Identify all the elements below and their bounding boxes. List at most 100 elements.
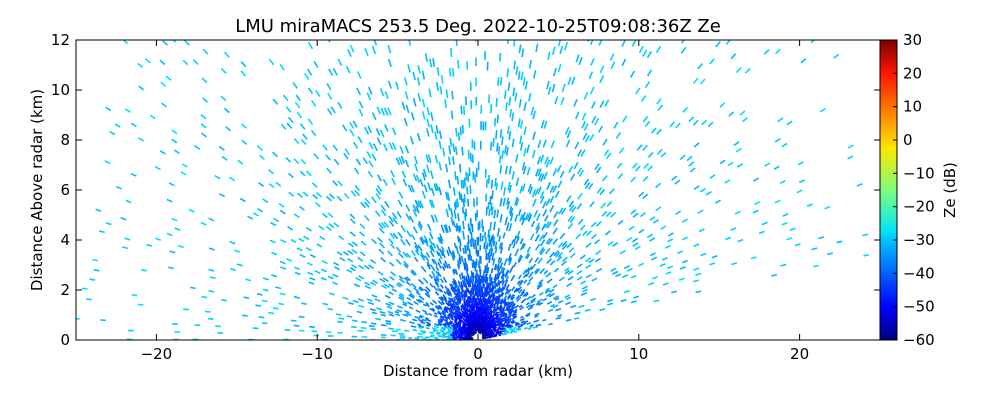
reflectivity-gate: [651, 276, 658, 280]
reflectivity-gate: [525, 301, 530, 306]
reflectivity-gate: [638, 228, 645, 234]
reflectivity-gate: [383, 107, 389, 116]
reflectivity-gate: [261, 299, 268, 303]
reflectivity-gate: [440, 295, 445, 300]
reflectivity-gate: [285, 106, 292, 113]
reflectivity-gate: [485, 244, 488, 253]
reflectivity-gate: [493, 209, 497, 219]
reflectivity-gate: [458, 273, 462, 280]
reflectivity-gate: [455, 40, 458, 46]
reflectivity-gate: [632, 242, 639, 247]
reflectivity-gate: [516, 286, 522, 292]
reflectivity-gate: [278, 302, 285, 306]
reflectivity-gate: [444, 322, 450, 327]
reflectivity-gate: [409, 292, 415, 298]
reflectivity-gate: [496, 279, 500, 288]
reflectivity-gate: [411, 234, 416, 241]
reflectivity-gate: [389, 232, 396, 239]
reflectivity-gate: [375, 317, 381, 321]
reflectivity-gate: [327, 212, 334, 218]
reflectivity-gate: [437, 318, 443, 323]
reflectivity-gate: [580, 280, 587, 285]
reflectivity-gate: [418, 287, 423, 292]
reflectivity-gate: [104, 160, 111, 165]
reflectivity-gate: [508, 317, 513, 321]
reflectivity-gate: [192, 59, 199, 65]
reflectivity-gate: [159, 59, 166, 66]
reflectivity-gate: [371, 311, 378, 315]
reflectivity-gate: [498, 242, 502, 249]
reflectivity-gate: [495, 98, 498, 107]
reflectivity-gate: [435, 250, 440, 257]
reflectivity-gate: [688, 116, 695, 123]
reflectivity-gate: [469, 217, 472, 227]
reflectivity-gate: [540, 173, 545, 182]
reflectivity-gate: [447, 156, 451, 166]
reflectivity-gate: [549, 185, 555, 194]
reflectivity-gate: [396, 309, 403, 313]
colorbar: [879, 39, 898, 341]
reflectivity-gate: [510, 303, 516, 309]
reflectivity-gate: [774, 199, 781, 204]
reflectivity-gate: [426, 263, 432, 270]
reflectivity-gate: [169, 250, 176, 254]
reflectivity-gate: [599, 65, 605, 74]
reflectivity-gate: [655, 45, 662, 54]
reflectivity-gate: [656, 98, 662, 105]
reflectivity-gate: [403, 117, 408, 127]
reflectivity-gate: [492, 137, 495, 147]
reflectivity-gate: [573, 317, 580, 320]
reflectivity-gate: [355, 158, 362, 166]
reflectivity-gate: [349, 213, 356, 220]
reflectivity-gate: [351, 248, 358, 254]
reflectivity-gate: [459, 126, 462, 136]
reflectivity-gate: [467, 241, 470, 250]
reflectivity-gate: [512, 315, 517, 319]
reflectivity-gate: [413, 301, 419, 306]
reflectivity-gate: [423, 239, 429, 247]
reflectivity-gate: [565, 282, 573, 288]
reflectivity-gate: [511, 302, 516, 307]
reflectivity-gate: [417, 65, 421, 74]
reflectivity-gate: [518, 98, 522, 108]
reflectivity-gate: [384, 90, 389, 100]
reflectivity-gate: [508, 165, 512, 175]
reflectivity-gate: [430, 187, 435, 197]
reflectivity-gate: [678, 277, 685, 281]
reflectivity-gate: [531, 189, 537, 198]
reflectivity-gate: [495, 330, 500, 334]
reflectivity-gate: [433, 325, 440, 329]
reflectivity-gate: [575, 54, 580, 63]
reflectivity-gate: [545, 198, 551, 206]
reflectivity-gate: [457, 132, 461, 141]
reflectivity-gate: [433, 312, 438, 316]
reflectivity-gate: [438, 140, 442, 150]
reflectivity-gate: [553, 210, 559, 219]
reflectivity-gate: [403, 263, 409, 269]
reflectivity-gate: [525, 267, 530, 274]
reflectivity-gate: [488, 254, 492, 264]
reflectivity-gate: [412, 98, 417, 107]
reflectivity-gate: [441, 311, 447, 316]
reflectivity-gate: [395, 157, 401, 166]
reflectivity-gate: [356, 310, 363, 314]
reflectivity-gate: [460, 308, 465, 315]
reflectivity-gate: [416, 132, 421, 142]
reflectivity-gate: [437, 310, 442, 315]
reflectivity-gate: [363, 201, 370, 208]
reflectivity-gate: [513, 287, 518, 293]
reflectivity-gate: [667, 265, 674, 269]
reflectivity-gate: [499, 298, 504, 305]
reflectivity-gate: [380, 313, 387, 317]
reflectivity-gate: [415, 174, 421, 183]
reflectivity-gate: [141, 268, 147, 272]
reflectivity-gate: [492, 326, 497, 330]
y-axis-label: Distance Above radar (km): [28, 89, 46, 291]
reflectivity-gate: [496, 313, 501, 319]
reflectivity-gate: [782, 213, 789, 217]
reflectivity-gate: [638, 262, 645, 267]
reflectivity-gate: [379, 129, 385, 138]
reflectivity-gate: [599, 308, 606, 312]
reflectivity-gate: [391, 142, 397, 151]
reflectivity-gate: [494, 241, 498, 250]
